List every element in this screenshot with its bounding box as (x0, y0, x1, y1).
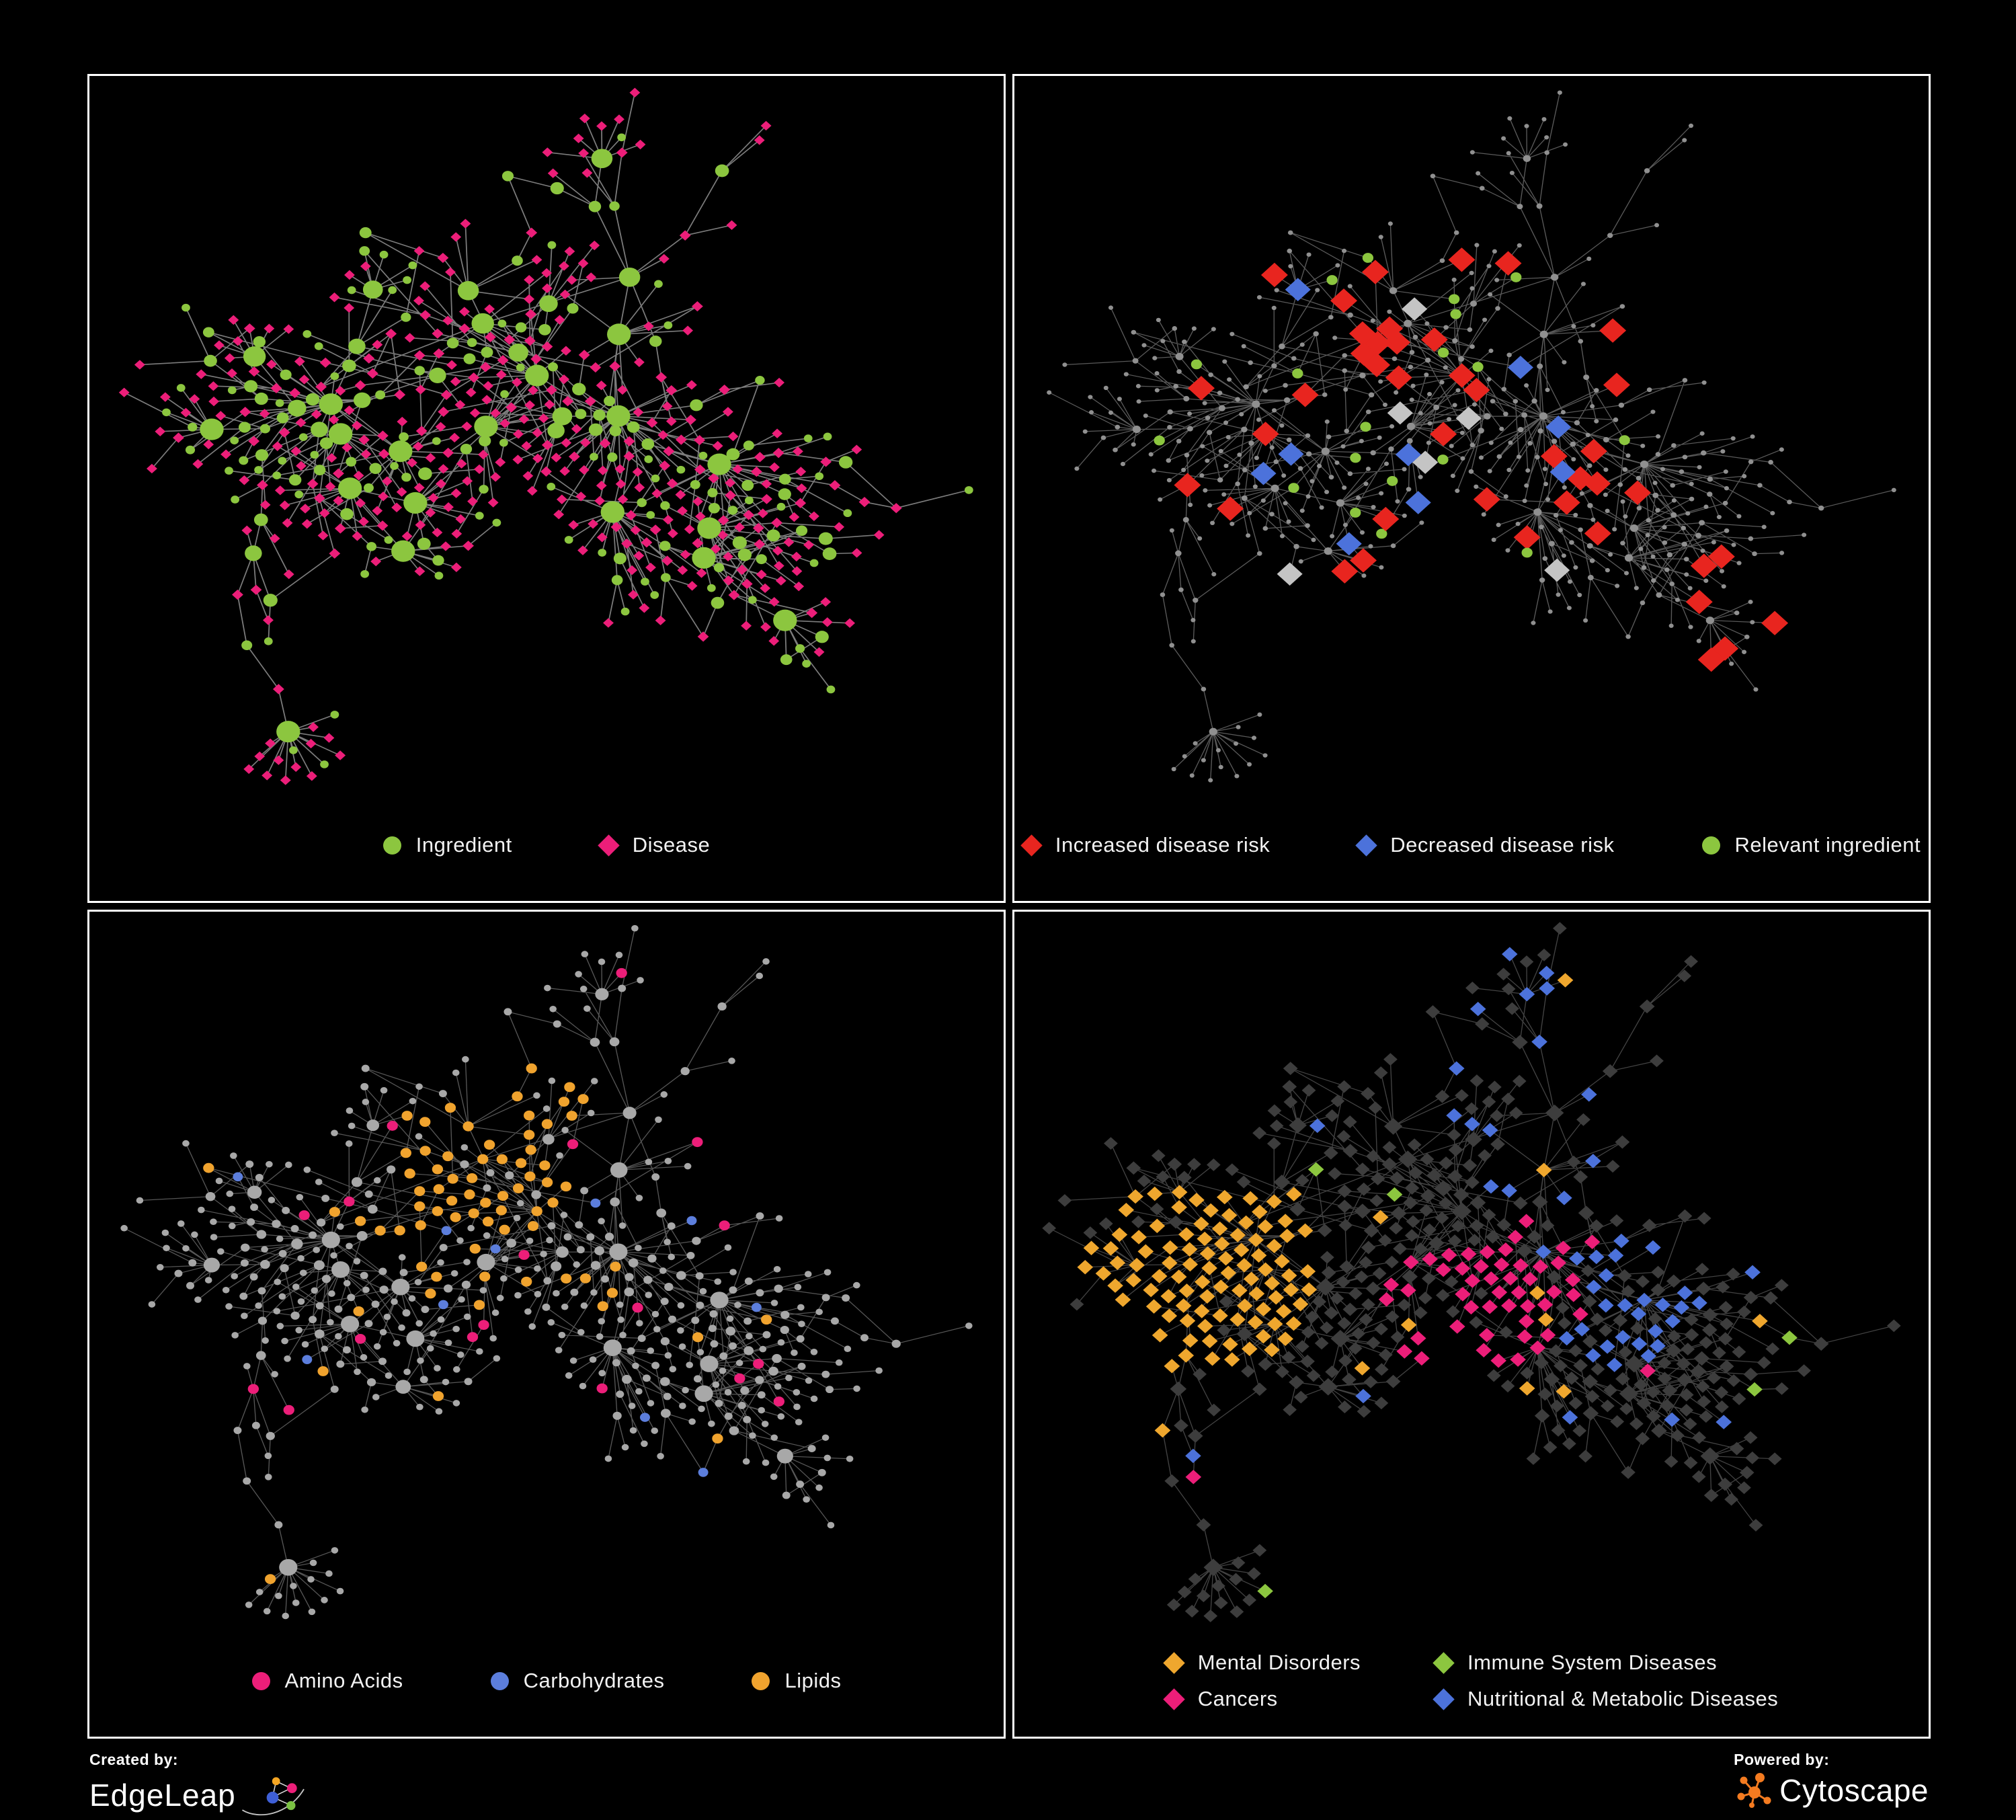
diamond-marker-icon (1433, 1651, 1455, 1674)
legend-item: Carbohydrates (490, 1669, 665, 1693)
legend-label: Carbohydrates (523, 1669, 665, 1692)
legend-item: Disease (597, 833, 711, 857)
panel-nutrient-class: Amino Acids Carbohydrates Lipids (87, 910, 1006, 1739)
legend-label: Disease (632, 833, 711, 857)
diamond-marker-icon (1162, 1651, 1185, 1674)
legend-item: Lipids (752, 1669, 841, 1693)
legend-label: Relevant ingredient (1734, 833, 1921, 857)
legend-item: Mental Disorders (1162, 1651, 1361, 1675)
legend-label: Lipids (784, 1669, 842, 1692)
legend-item: Cancers (1162, 1687, 1278, 1711)
created-by-block: Created by: EdgeLeap (89, 1751, 306, 1820)
network-graph-disease-category (1042, 922, 1901, 1622)
diamond-marker-icon (1020, 834, 1043, 857)
legend-label: Mental Disorders (1197, 1651, 1361, 1674)
legend-item: Increased disease risk (1020, 833, 1271, 857)
panel-disease-risk: Increased disease risk Decreased disease … (1012, 74, 1931, 903)
network-graph-ingredient-disease (118, 87, 973, 785)
legend-item: Amino Acids (251, 1669, 403, 1693)
network-graph-disease-risk (1047, 90, 1896, 783)
footer: Created by: EdgeLeap Powered by: (89, 1751, 1929, 1820)
legend-item: Immune System Diseases (1433, 1651, 1718, 1675)
legend-item: Ingredient (382, 833, 512, 857)
cytoscape-logo-icon (1737, 1773, 1771, 1808)
diamond-marker-icon (1355, 834, 1378, 857)
powered-by-label: Powered by: (1734, 1751, 1830, 1768)
legend-label: Nutritional & Metabolic Diseases (1467, 1687, 1779, 1710)
created-by-label: Created by: (89, 1751, 179, 1768)
legend-disease-risk: Increased disease risk Decreased disease … (1014, 807, 1929, 901)
legend-label: Ingredient (415, 833, 512, 857)
legend-ingredient-disease: Ingredient Disease (89, 807, 1004, 901)
legend-label: Increased disease risk (1055, 833, 1271, 857)
legend-item: Decreased disease risk (1355, 833, 1615, 857)
circle-marker-icon (382, 836, 401, 855)
network-graph-nutrient-class (120, 924, 973, 1620)
circle-marker-icon (251, 1671, 270, 1690)
panel-disease-category: Mental Disorders Immune System Diseases Ca… (1012, 910, 1931, 1739)
diamond-marker-icon (1162, 1688, 1185, 1710)
legend-item: Nutritional & Metabolic Diseases (1433, 1687, 1779, 1711)
legend-disease-category: Mental Disorders Immune System Diseases Ca… (1014, 1643, 1929, 1737)
legend-label: Decreased disease risk (1390, 833, 1615, 857)
cytoscape-wordmark: Cytoscape (1779, 1773, 1929, 1808)
diamond-marker-icon (597, 834, 620, 857)
edgeleap-wordmark: EdgeLeap (89, 1778, 236, 1813)
legend-label: Cancers (1197, 1687, 1278, 1710)
legend-label: Immune System Diseases (1467, 1651, 1718, 1674)
legend-label: Amino Acids (284, 1669, 403, 1692)
circle-marker-icon (1701, 836, 1720, 855)
circle-marker-icon (490, 1671, 509, 1690)
figure-grid: Ingredient Disease Increased disease risk… (87, 74, 1931, 1739)
circle-marker-icon (752, 1671, 770, 1690)
diamond-marker-icon (1433, 1688, 1455, 1710)
panel-ingredient-disease: Ingredient Disease (87, 74, 1006, 903)
powered-by-block: Powered by: Cytoscape (1734, 1751, 1929, 1811)
legend-item: Relevant ingredient (1701, 833, 1921, 857)
legend-nutrient-class: Amino Acids Carbohydrates Lipids (89, 1643, 1004, 1737)
edgeleap-logo-icon (241, 1777, 305, 1816)
